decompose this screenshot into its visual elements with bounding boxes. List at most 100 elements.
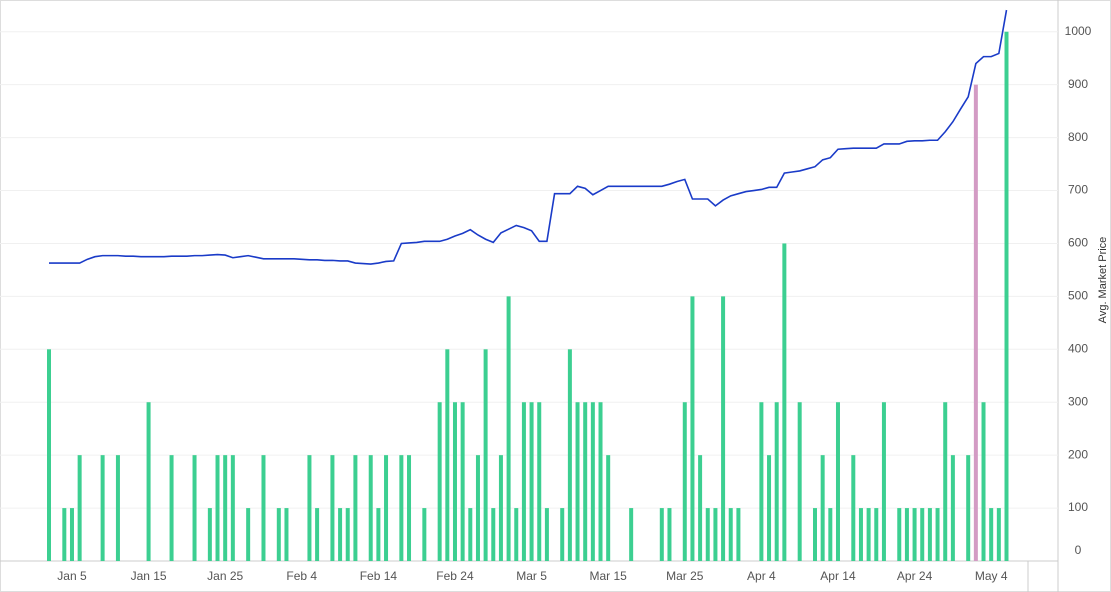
y-tick-label: 900 [1068,77,1088,91]
bar [384,455,389,561]
bar [146,402,151,561]
x-tick-label: Apr 4 [747,569,776,583]
bar [514,508,519,561]
bar [828,508,833,561]
bar [705,508,710,561]
x-tick-label: Jan 15 [131,569,167,583]
x-tick-label: Feb 14 [360,569,398,583]
bar [475,455,480,561]
bar [353,455,358,561]
bar [345,508,350,561]
bar [935,508,940,561]
bar [338,508,343,561]
bar [851,455,856,561]
bar [567,349,572,561]
bar [460,402,465,561]
bar [483,349,488,561]
y-tick-label: 400 [1068,341,1088,355]
bar [943,402,948,561]
bar [77,455,82,561]
x-tick-label: Apr 24 [897,569,933,583]
bar [575,402,580,561]
bar [989,508,994,561]
bar [230,455,235,561]
bar [284,508,289,561]
bar [223,455,228,561]
bar [682,402,687,561]
bar [950,455,955,561]
bar [529,402,534,561]
bar [368,455,373,561]
x-tick-label: Feb 4 [286,569,317,583]
bar [215,455,220,561]
bar [1004,31,1009,562]
bar [69,508,74,561]
bar [315,508,320,561]
bar [330,455,335,561]
bar [774,402,779,561]
bar [115,455,120,561]
bar [261,455,266,561]
x-tick-label: Mar 5 [516,569,547,583]
bar [690,296,695,561]
bar [996,508,1001,561]
y-tick-label: 300 [1068,394,1088,408]
bar [207,508,212,561]
bar [881,402,886,561]
bar [276,508,281,561]
bar [468,508,473,561]
bar [47,349,51,561]
y-tick-label: 500 [1068,289,1088,303]
bar [629,508,634,561]
y-axis-title: Avg. Market Price [1097,237,1109,324]
bar [606,455,611,561]
x-tick-label: Mar 15 [590,569,628,583]
bar [927,508,932,561]
bar [506,296,511,561]
bar [445,349,450,561]
bar [713,508,718,561]
bar [698,455,703,561]
bar [904,508,909,561]
bar [897,508,902,561]
bar [858,508,863,561]
y-tick-label: 100 [1068,500,1088,514]
bar [598,402,603,561]
bar [813,508,817,561]
x-tick-label: Mar 25 [666,569,704,583]
y-tick-label: 1000 [1065,24,1092,38]
bar [452,402,457,561]
bar [307,455,312,561]
bar [866,508,871,561]
bar [498,455,503,561]
bar [759,402,764,561]
y-tick-label: 600 [1068,236,1088,250]
bar [399,455,404,561]
y-tick-label: 800 [1068,130,1088,144]
x-tick-label: May 4 [975,569,1008,583]
x-tick-label: Jan 25 [207,569,243,583]
x-tick-label: Jan 5 [57,569,87,583]
bar [376,508,381,561]
bar [920,508,925,561]
bar [874,508,879,561]
x-tick-label: Feb 24 [436,569,474,583]
bar [62,508,67,561]
bar [736,508,741,561]
bar [100,455,105,561]
bar [973,84,978,561]
bar [422,508,427,561]
bar [583,402,588,561]
bar [835,402,840,561]
y-tick-label: 0 [1075,543,1082,557]
x-tick-label: Apr 14 [820,569,856,583]
bar [797,402,802,561]
bar [491,508,496,561]
bar [169,455,174,561]
bar [590,402,595,561]
line [49,9,1008,265]
bar [912,508,917,561]
bar [560,508,565,561]
bar [537,402,542,561]
y-tick-label: 700 [1068,183,1088,197]
